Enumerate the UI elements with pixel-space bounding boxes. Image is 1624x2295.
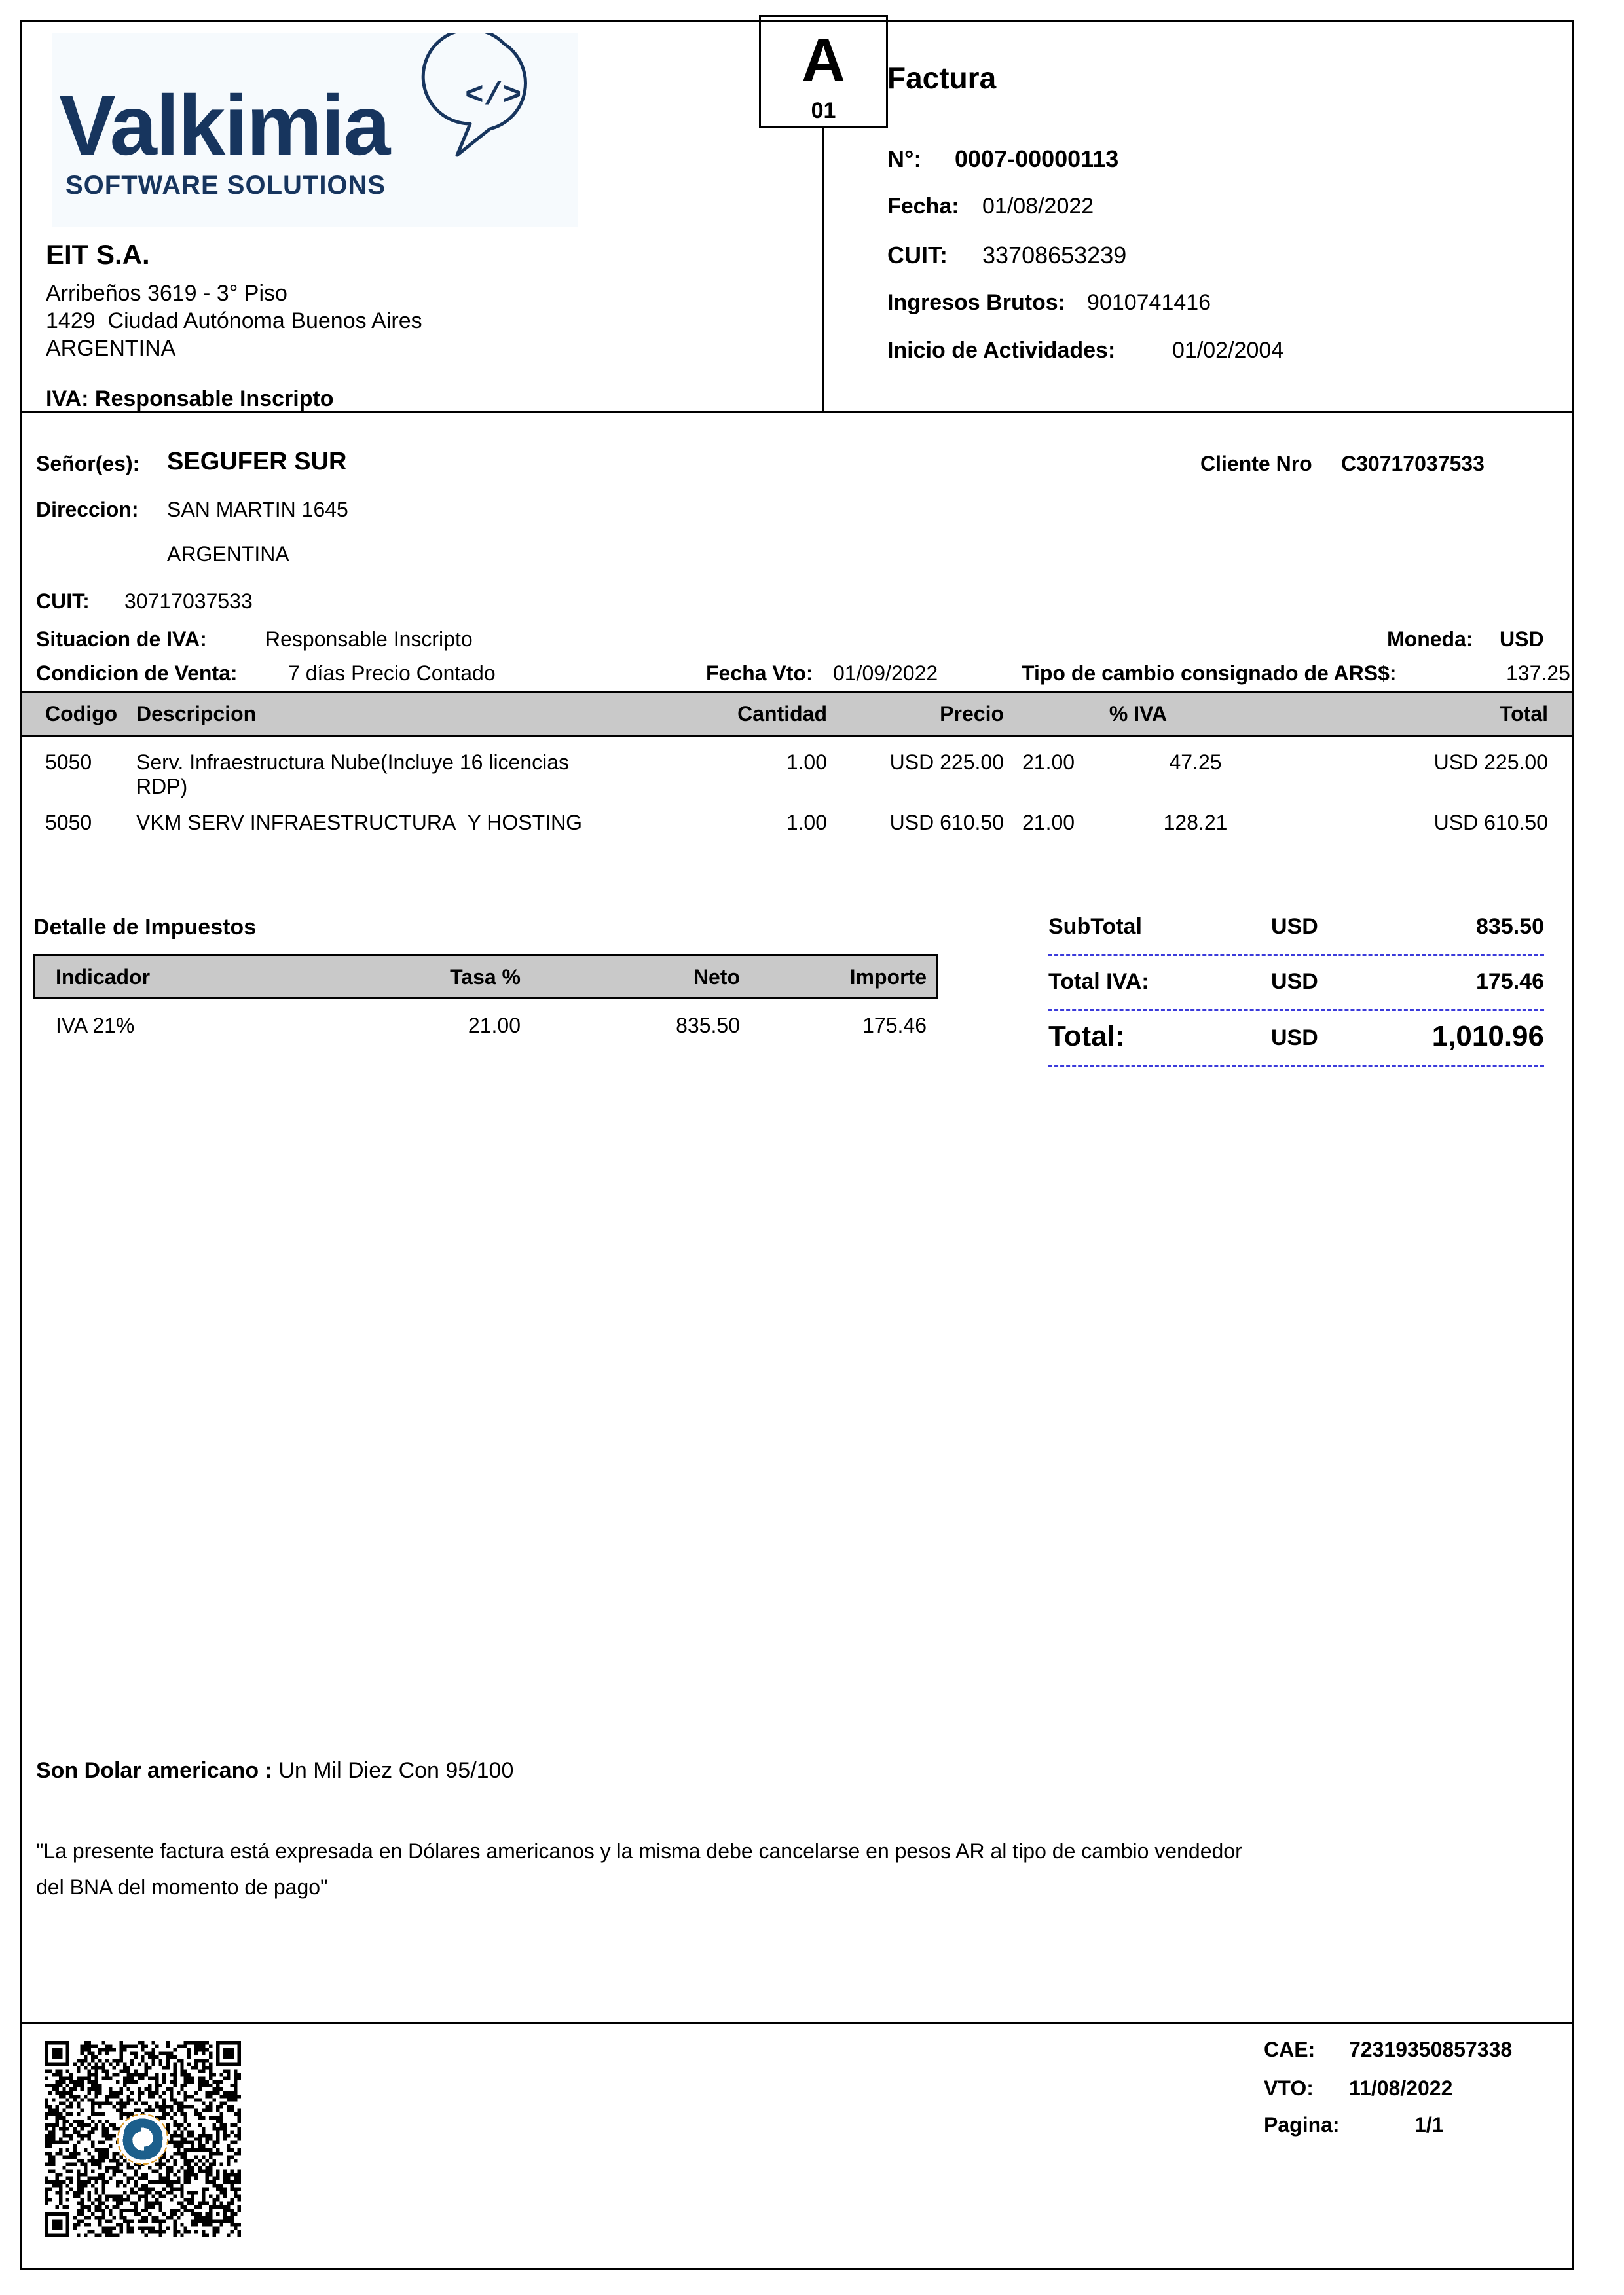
svg-text:SOFTWARE SOLUTIONS: SOFTWARE SOLUTIONS (65, 171, 386, 200)
svg-text:</>: </> (465, 79, 521, 114)
svg-text:Valkimia: Valkimia (59, 77, 392, 173)
